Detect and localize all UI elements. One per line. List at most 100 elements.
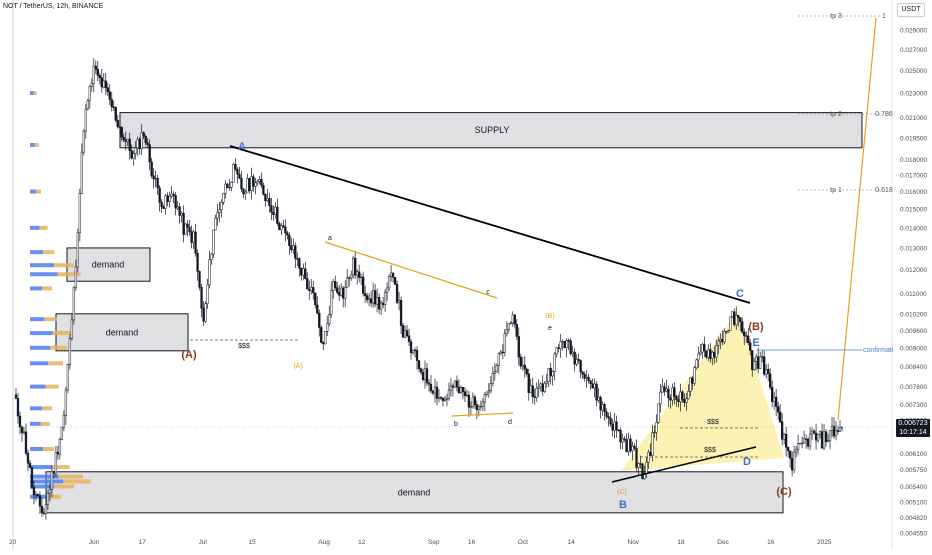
candle-body	[90, 82, 93, 87]
candle-body	[800, 442, 804, 445]
candle-body	[439, 397, 443, 399]
candle-body	[523, 364, 526, 370]
candle-body	[651, 432, 654, 456]
candle-body	[342, 287, 345, 299]
candle-body	[513, 314, 516, 325]
candle-body	[461, 386, 465, 392]
candle-body	[473, 396, 477, 405]
volume-profile-bar	[39, 225, 48, 230]
candle-body	[60, 426, 64, 440]
candle-body	[689, 377, 692, 392]
candle-body	[262, 184, 265, 195]
candle-body	[409, 341, 413, 354]
candle-body	[399, 299, 403, 326]
candle-body	[623, 438, 626, 441]
currency-button[interactable]: USDT	[897, 3, 925, 17]
candle-body	[96, 68, 99, 76]
candle-body	[792, 451, 796, 471]
candle-body	[685, 398, 688, 403]
candle-body	[421, 371, 425, 380]
target-label: tp 2	[830, 111, 842, 118]
candle-body	[120, 126, 123, 138]
candle-body	[625, 439, 628, 453]
candle-body	[336, 287, 339, 293]
candle-body	[128, 138, 131, 151]
candle-body	[365, 295, 369, 301]
volume-profile-bar	[50, 345, 68, 350]
volume-profile-bar	[30, 331, 53, 336]
candle-body	[711, 351, 714, 359]
candle-body	[521, 364, 524, 367]
candle-body	[78, 193, 81, 234]
volume-profile-bar	[36, 189, 41, 194]
candle-body	[771, 387, 774, 402]
candle-body	[567, 340, 570, 342]
candle-body	[755, 356, 758, 362]
candle-body	[547, 368, 550, 382]
y-tick-label: 0.017000	[900, 173, 927, 180]
candle-body	[180, 212, 183, 216]
candle-body	[571, 351, 574, 355]
candle-body	[617, 429, 620, 432]
candle-body	[591, 383, 594, 389]
candle-body	[413, 349, 417, 352]
demand-zone-lower	[45, 471, 784, 514]
candle-body	[834, 430, 838, 437]
candle-body	[635, 448, 638, 468]
y-tick-label: 0.019500	[900, 135, 927, 142]
candle-body	[284, 226, 287, 234]
candle-body	[737, 315, 740, 318]
candle-body	[150, 161, 153, 177]
candle-body	[148, 144, 151, 163]
candle-body	[369, 298, 373, 304]
candle-body	[487, 390, 491, 393]
volume-profile-bar	[33, 91, 37, 96]
candle-body	[154, 178, 157, 180]
volume-profile-bar	[30, 474, 59, 479]
candle-body	[40, 505, 44, 514]
volume-profile-bar	[30, 406, 42, 411]
volume-profile-bar	[30, 91, 34, 96]
candle-body	[653, 431, 656, 434]
candle-body	[160, 201, 163, 208]
x-tick-label: 18	[677, 539, 685, 546]
candle-body	[455, 380, 459, 388]
candle-body	[775, 396, 778, 407]
candle-body	[826, 440, 830, 442]
candle-body	[48, 489, 52, 494]
candle-body	[228, 186, 231, 189]
candle-body	[777, 406, 780, 413]
target-label: tp 3	[830, 13, 842, 20]
candle-body	[14, 394, 18, 399]
candle-body	[495, 365, 498, 372]
candle-body	[328, 314, 331, 325]
candle-body	[824, 431, 828, 442]
candle-body	[719, 339, 722, 342]
candle-body	[806, 438, 810, 447]
volume-profile-bar	[51, 465, 70, 470]
candle-body	[194, 231, 197, 254]
candle-body	[84, 108, 87, 132]
candle-body	[463, 391, 467, 396]
candle-body	[649, 451, 652, 456]
candle-body	[28, 462, 32, 468]
candle-body	[429, 383, 433, 392]
candle-body	[705, 350, 708, 358]
candle-body	[362, 276, 365, 294]
candle-body	[395, 284, 399, 303]
x-tick-label: Dec	[717, 539, 729, 546]
candle-body	[509, 322, 512, 324]
y-tick-label: 0.023000	[900, 91, 927, 98]
confirmation-label: confirmati	[863, 347, 894, 354]
candle-body	[352, 257, 355, 276]
candle-body	[104, 80, 107, 88]
candle-body	[168, 196, 171, 202]
candle-body	[471, 396, 475, 407]
candle-body	[485, 391, 489, 395]
candle-body	[667, 388, 670, 399]
wave-label-brown: (C)	[776, 486, 792, 498]
candle-body	[433, 386, 437, 394]
volume-profile-bar	[34, 142, 39, 147]
